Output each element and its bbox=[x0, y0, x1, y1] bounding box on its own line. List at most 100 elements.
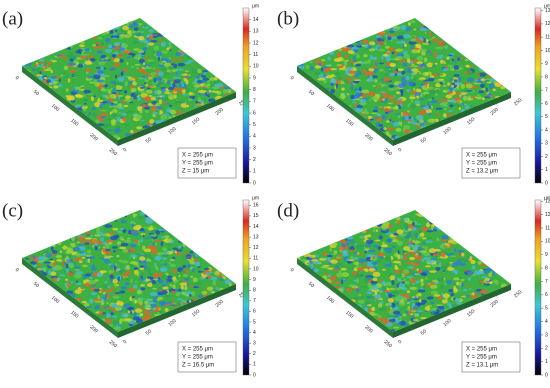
texture-blob bbox=[187, 60, 194, 63]
texture-blob bbox=[403, 269, 410, 274]
surface-texture bbox=[297, 210, 507, 332]
texture-blob bbox=[87, 114, 90, 118]
texture-blob bbox=[139, 108, 143, 114]
texture-blob bbox=[58, 78, 61, 82]
texture-blob bbox=[385, 292, 389, 296]
texture-blob bbox=[383, 73, 390, 76]
texture-blob bbox=[140, 238, 144, 243]
texture-blob bbox=[67, 273, 75, 276]
texture-blob bbox=[352, 271, 357, 276]
texture-blob bbox=[59, 274, 66, 277]
texture-blob bbox=[75, 282, 82, 286]
texture-blob bbox=[180, 269, 186, 273]
texture-blob bbox=[419, 77, 426, 79]
texture-blob bbox=[131, 296, 135, 298]
texture-blob bbox=[106, 118, 112, 121]
texture-blob bbox=[460, 57, 463, 60]
texture-blob bbox=[133, 284, 138, 289]
texture-blob bbox=[144, 237, 153, 239]
texture-blob bbox=[417, 212, 426, 217]
texture-blob bbox=[365, 234, 368, 240]
texture-blob bbox=[161, 274, 168, 279]
texture-blob bbox=[374, 79, 378, 83]
texture-blob bbox=[379, 279, 383, 283]
texture-blob bbox=[387, 317, 393, 320]
texture-blob bbox=[196, 75, 199, 80]
texture-blob bbox=[414, 221, 417, 226]
texture-blob bbox=[98, 65, 104, 71]
texture-blob bbox=[399, 32, 405, 34]
texture-blob bbox=[446, 263, 451, 266]
texture-blob bbox=[390, 39, 393, 42]
texture-blob bbox=[480, 78, 486, 82]
texture-blob bbox=[326, 64, 333, 67]
colorbar-tick-label: 13 bbox=[545, 8, 550, 14]
colorbar-tick-label: 11 bbox=[253, 52, 258, 58]
texture-blob bbox=[403, 33, 411, 39]
texture-blob bbox=[492, 270, 496, 276]
texture-blob bbox=[466, 270, 474, 275]
texture-blob bbox=[90, 234, 93, 238]
texture-blob bbox=[474, 96, 478, 99]
texture-blob bbox=[105, 56, 109, 61]
texture-blob bbox=[96, 229, 100, 234]
texture-blob bbox=[422, 245, 425, 249]
texture-blob bbox=[415, 280, 421, 284]
texture-blob bbox=[392, 106, 400, 110]
texture-blob bbox=[190, 275, 193, 278]
texture-blob bbox=[350, 94, 355, 100]
texture-blob bbox=[123, 104, 129, 108]
texture-blob bbox=[88, 111, 92, 116]
texture-blob bbox=[395, 48, 404, 52]
texture-blob bbox=[409, 237, 412, 241]
colorbar-tick-label: 12 bbox=[545, 21, 550, 27]
axis-tick-label: 50 bbox=[32, 281, 40, 289]
texture-blob bbox=[411, 68, 419, 73]
colorbar-tick-label: 13 bbox=[545, 199, 550, 205]
texture-blob bbox=[382, 98, 385, 101]
texture-blob bbox=[426, 230, 434, 233]
texture-blob bbox=[423, 256, 431, 261]
texture-blob bbox=[401, 273, 405, 278]
texture-blob bbox=[105, 313, 112, 318]
texture-blob bbox=[157, 71, 164, 77]
texture-blob bbox=[149, 62, 156, 65]
texture-blob bbox=[414, 273, 420, 276]
texture-blob bbox=[465, 295, 470, 298]
texture-blob bbox=[114, 128, 121, 134]
texture-blob bbox=[39, 71, 42, 75]
texture-blob bbox=[323, 79, 327, 84]
texture-blob bbox=[55, 76, 60, 79]
texture-blob bbox=[350, 87, 357, 90]
texture-blob bbox=[478, 72, 487, 77]
texture-blob bbox=[402, 62, 408, 67]
texture-blob bbox=[370, 96, 378, 100]
texture-blob bbox=[407, 121, 413, 123]
texture-blob bbox=[68, 253, 72, 258]
texture-blob bbox=[128, 25, 134, 29]
texture-blob bbox=[214, 270, 221, 276]
texture-blob bbox=[105, 48, 113, 53]
texture-blob bbox=[122, 68, 129, 72]
texture-blob bbox=[426, 62, 434, 68]
texture-blob bbox=[391, 245, 397, 248]
texture-blob bbox=[142, 234, 145, 238]
texture-blob bbox=[402, 313, 407, 317]
axis-tick-label: 200 bbox=[363, 324, 373, 334]
texture-blob bbox=[414, 313, 420, 317]
texture-blob bbox=[129, 101, 134, 104]
texture-blob bbox=[440, 59, 444, 64]
texture-blob bbox=[384, 45, 390, 49]
texture-blob bbox=[63, 262, 67, 265]
texture-blob bbox=[74, 266, 81, 270]
texture-blob bbox=[82, 264, 88, 268]
texture-blob bbox=[364, 71, 372, 76]
texture-blob bbox=[143, 306, 151, 309]
texture-blob bbox=[156, 251, 164, 256]
texture-blob bbox=[109, 67, 116, 71]
texture-blob bbox=[43, 69, 52, 71]
texture-blob bbox=[378, 68, 384, 72]
texture-blob bbox=[484, 96, 491, 99]
texture-blob bbox=[472, 292, 475, 296]
texture-blob bbox=[116, 241, 121, 245]
